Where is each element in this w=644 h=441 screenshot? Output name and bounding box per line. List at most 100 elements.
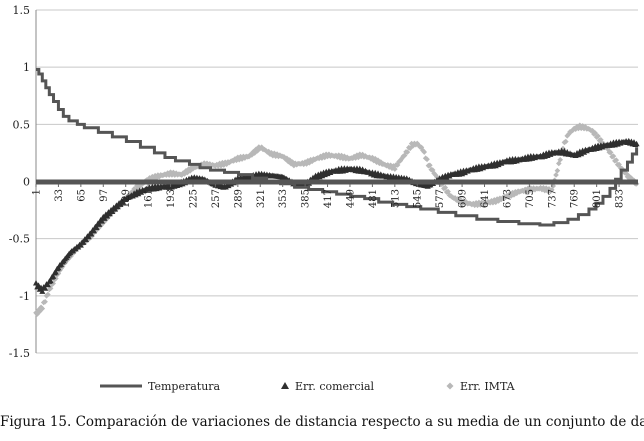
data-point — [442, 184, 449, 191]
data-point — [258, 144, 265, 150]
data-point — [289, 159, 296, 165]
data-point — [513, 190, 520, 197]
data-point — [291, 162, 297, 169]
data-point — [553, 172, 559, 178]
data-point — [550, 183, 557, 189]
data-point — [610, 153, 617, 159]
data-point — [476, 199, 482, 206]
data-point — [351, 153, 357, 160]
data-point — [340, 155, 346, 162]
data-point — [429, 167, 436, 173]
x-tick-label: 833 — [615, 189, 626, 208]
data-point — [523, 188, 530, 195]
data-point — [407, 145, 414, 152]
data-point — [334, 154, 341, 160]
data-point — [205, 163, 212, 169]
x-tick-label: 449 — [345, 189, 356, 208]
data-point — [93, 224, 100, 231]
data-point — [215, 163, 222, 169]
data-point — [99, 221, 105, 228]
legend-item-imta: Err. IMTA — [446, 380, 516, 393]
data-point — [378, 159, 384, 165]
series-line-temperatura — [36, 67, 639, 227]
data-point — [387, 162, 394, 169]
x-tick-label: 769 — [570, 189, 581, 208]
y-tick-label: 1.5 — [13, 4, 31, 17]
data-point — [633, 140, 640, 147]
data-point — [156, 173, 163, 180]
data-point — [270, 152, 276, 159]
data-point — [560, 145, 566, 152]
data-point — [34, 311, 41, 317]
data-point — [563, 138, 569, 145]
figure-caption: Figura 15. Comparación de variaciones de… — [0, 414, 644, 430]
data-point — [284, 155, 290, 162]
data-point — [359, 151, 366, 158]
x-tick-label: 513 — [390, 189, 401, 208]
data-point — [274, 151, 280, 157]
x-tick-label: 193 — [166, 189, 177, 208]
data-point — [427, 162, 433, 169]
y-axis: 1.5 1 0.5 0 -0.5 -1 -1.5 — [9, 4, 37, 360]
data-point — [222, 159, 229, 166]
data-point — [355, 154, 362, 161]
data-point — [268, 150, 275, 156]
data-point — [358, 153, 364, 160]
data-point — [263, 147, 269, 154]
data-point — [471, 202, 478, 209]
data-point — [525, 185, 531, 192]
x-tick-label: 65 — [76, 189, 87, 202]
data-point — [33, 280, 39, 286]
data-point — [55, 264, 62, 271]
data-point — [463, 199, 470, 205]
data-point — [616, 161, 622, 168]
data-point — [249, 152, 255, 158]
series-imta — [33, 122, 640, 317]
y-tick-label: 0 — [23, 176, 30, 189]
data-point — [578, 150, 585, 157]
legend-swatch — [446, 382, 454, 390]
data-point — [628, 175, 635, 181]
data-point — [321, 154, 328, 161]
data-point — [520, 188, 527, 195]
series-temperatura — [36, 67, 639, 227]
data-point — [163, 172, 170, 178]
data-point — [443, 174, 450, 181]
data-point — [52, 269, 59, 275]
data-point — [292, 160, 299, 167]
data-point — [148, 176, 154, 183]
data-point — [607, 149, 614, 156]
data-point — [341, 153, 348, 160]
data-point — [265, 148, 272, 155]
data-point — [184, 169, 191, 176]
data-point — [323, 151, 329, 158]
x-axis: 1 33 65 97 129 161 193 225 257 289 321 353 385 417 449… — [32, 179, 638, 208]
data-point — [251, 150, 258, 156]
data-point — [42, 285, 49, 291]
data-point — [305, 157, 311, 164]
data-point — [397, 157, 404, 164]
series-layer — [33, 67, 640, 317]
x-tick-label: 641 — [480, 189, 491, 208]
data-point — [421, 149, 428, 155]
data-point — [415, 142, 422, 149]
data-point — [35, 282, 42, 288]
data-point — [375, 157, 381, 164]
data-point — [543, 185, 549, 191]
data-point — [408, 140, 415, 147]
data-point — [595, 133, 601, 139]
x-tick-label: 353 — [278, 189, 289, 208]
data-point — [625, 173, 632, 179]
data-point — [490, 199, 496, 206]
data-point — [390, 163, 397, 169]
data-point — [47, 285, 54, 292]
data-point — [83, 236, 90, 243]
y-tick-label: 1 — [23, 61, 30, 74]
data-point — [281, 154, 287, 160]
data-point — [488, 197, 495, 204]
data-point — [344, 154, 350, 161]
data-point — [541, 187, 548, 194]
data-point — [42, 298, 48, 305]
data-point — [401, 152, 408, 159]
